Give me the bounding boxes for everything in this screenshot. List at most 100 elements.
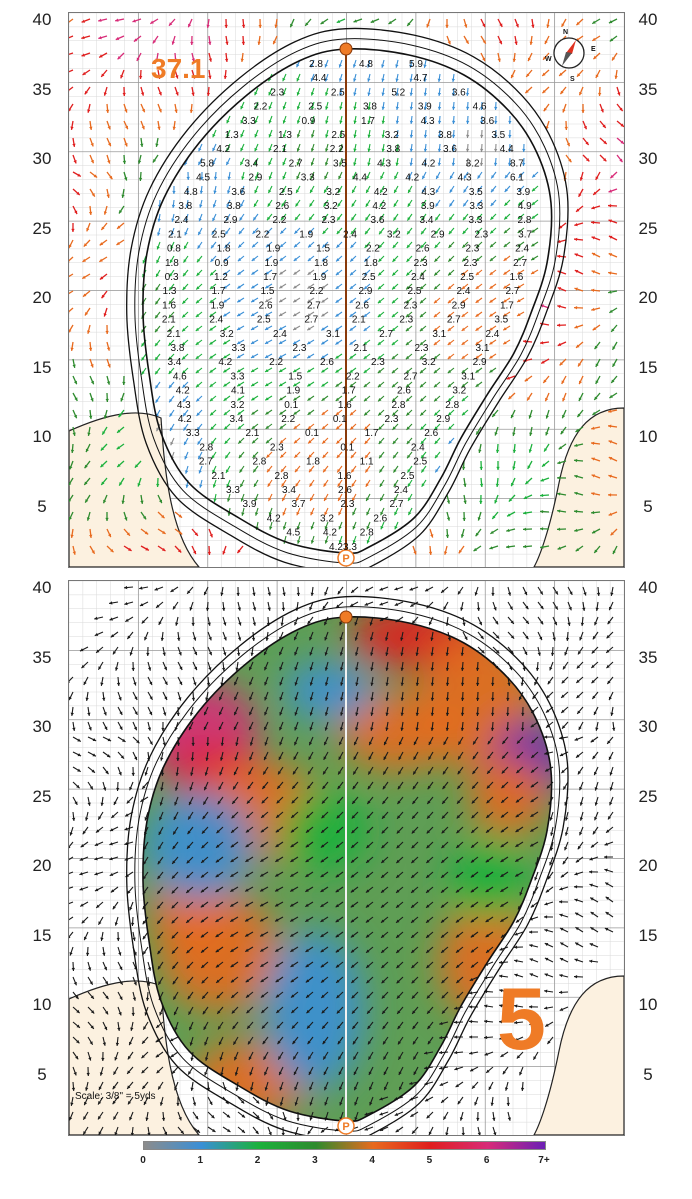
slope-arrow: [213, 171, 218, 181]
slope-arrow: [485, 1066, 494, 1074]
slope-arrow: [353, 1081, 359, 1091]
slope-arrow: [200, 171, 204, 181]
slope-arrow: [465, 101, 470, 111]
slope-arrow: [519, 1066, 524, 1076]
slope-arrow: [209, 395, 217, 402]
slope-arrow: [501, 766, 509, 774]
slope-arrow: [460, 661, 465, 672]
slope-arrow: [196, 409, 203, 417]
slope-arrow: [187, 811, 194, 820]
slope-arrow: [171, 961, 179, 970]
slope-arrow: [171, 916, 179, 924]
slope-arrow: [391, 409, 399, 416]
slope-arrow: [475, 255, 483, 262]
slope-arrow: [89, 528, 93, 539]
slope-arrow: [395, 901, 404, 909]
slope-arrow: [616, 120, 624, 128]
slope-arrow: [156, 886, 164, 895]
slope-reading: 3.5: [469, 187, 483, 198]
slope-reading: 1.6: [338, 400, 352, 411]
slope-arrow: [250, 325, 259, 331]
y-axis-label: 25: [32, 786, 52, 806]
slope-arrow: [518, 691, 524, 701]
slope-arrow: [290, 1006, 299, 1014]
slope-arrow: [453, 1050, 464, 1055]
slope-arrow: [292, 381, 301, 387]
slope-arrow: [267, 586, 271, 596]
slope-reading: 8.7: [510, 158, 524, 169]
slope-arrow: [202, 811, 209, 820]
slope-arrow: [72, 205, 78, 215]
slope-arrow: [420, 227, 427, 235]
slope-arrow: [147, 721, 152, 731]
slope-arrow: [237, 395, 245, 401]
slope-arrow: [337, 781, 344, 790]
slope-arrow: [577, 841, 584, 850]
slope-arrow: [380, 946, 389, 954]
slope-arrow: [397, 766, 404, 775]
slope-arrow: [72, 1006, 81, 1014]
slope-arrow: [405, 353, 413, 360]
slope-arrow: [209, 325, 217, 332]
slope-arrow: [407, 171, 413, 180]
slope-arrow: [86, 324, 91, 334]
slope-arrow: [530, 751, 539, 759]
slope-arrow: [381, 73, 385, 82]
y-axis-label: 30: [638, 149, 658, 168]
slope-arrow: [223, 269, 231, 276]
slope-arrow: [471, 766, 479, 775]
slope-arrow: [354, 631, 359, 641]
slope-reading: 3.2: [324, 201, 338, 212]
slope-arrow: [259, 871, 269, 877]
slope-arrow: [177, 646, 182, 656]
slope-arrow: [323, 185, 329, 194]
slope-arrow: [321, 796, 329, 805]
slope-arrow: [440, 886, 449, 894]
slope-arrow: [174, 796, 179, 806]
slope-arrow: [528, 1005, 539, 1009]
slope-arrow: [223, 409, 231, 416]
slope-arrow: [100, 69, 108, 78]
slope-arrow: [559, 1006, 569, 1012]
slope-arrow: [175, 766, 179, 776]
slope-arrow: [529, 988, 539, 993]
slope-arrow: [470, 886, 479, 893]
slope-arrow: [86, 1066, 90, 1077]
slope-arrow: [79, 901, 89, 907]
slope-arrow: [209, 339, 217, 346]
slope-arrow: [516, 283, 525, 289]
slope-reading: 1.6: [338, 471, 352, 482]
slope-arrow: [451, 101, 456, 111]
slope-arrow: [514, 18, 519, 28]
slope-arrow: [368, 736, 374, 746]
slope-arrow: [490, 528, 499, 535]
slope-arrow: [396, 991, 404, 999]
slope-arrow: [507, 586, 512, 596]
slope-arrow: [434, 241, 441, 249]
slope-arrow: [118, 409, 125, 418]
slope-arrow: [294, 721, 299, 731]
slope-arrow: [250, 283, 259, 289]
slope-arrow: [266, 451, 273, 459]
slope-arrow: [82, 1111, 89, 1120]
slope-arrow: [368, 1066, 374, 1076]
slope-arrow: [419, 297, 427, 304]
slope-arrow: [578, 392, 584, 402]
slope-arrow: [69, 946, 74, 956]
slope-arrow: [293, 269, 301, 276]
slope-arrow: [320, 916, 329, 923]
slope-arrow: [578, 86, 584, 96]
slope-arrow: [248, 661, 254, 671]
slope-arrow: [445, 646, 449, 656]
slope-arrow: [230, 931, 239, 938]
slope-arrow: [529, 973, 539, 978]
slope-arrow: [383, 1081, 389, 1091]
slope-arrow: [581, 103, 585, 114]
slope-arrow: [364, 451, 371, 459]
slope-arrow: [306, 325, 315, 331]
slope-arrow: [106, 171, 113, 180]
slope-arrow: [84, 460, 91, 469]
slope-arrow: [250, 297, 259, 303]
slope-arrow: [559, 358, 567, 366]
y-axis-label: 5: [37, 1064, 47, 1084]
